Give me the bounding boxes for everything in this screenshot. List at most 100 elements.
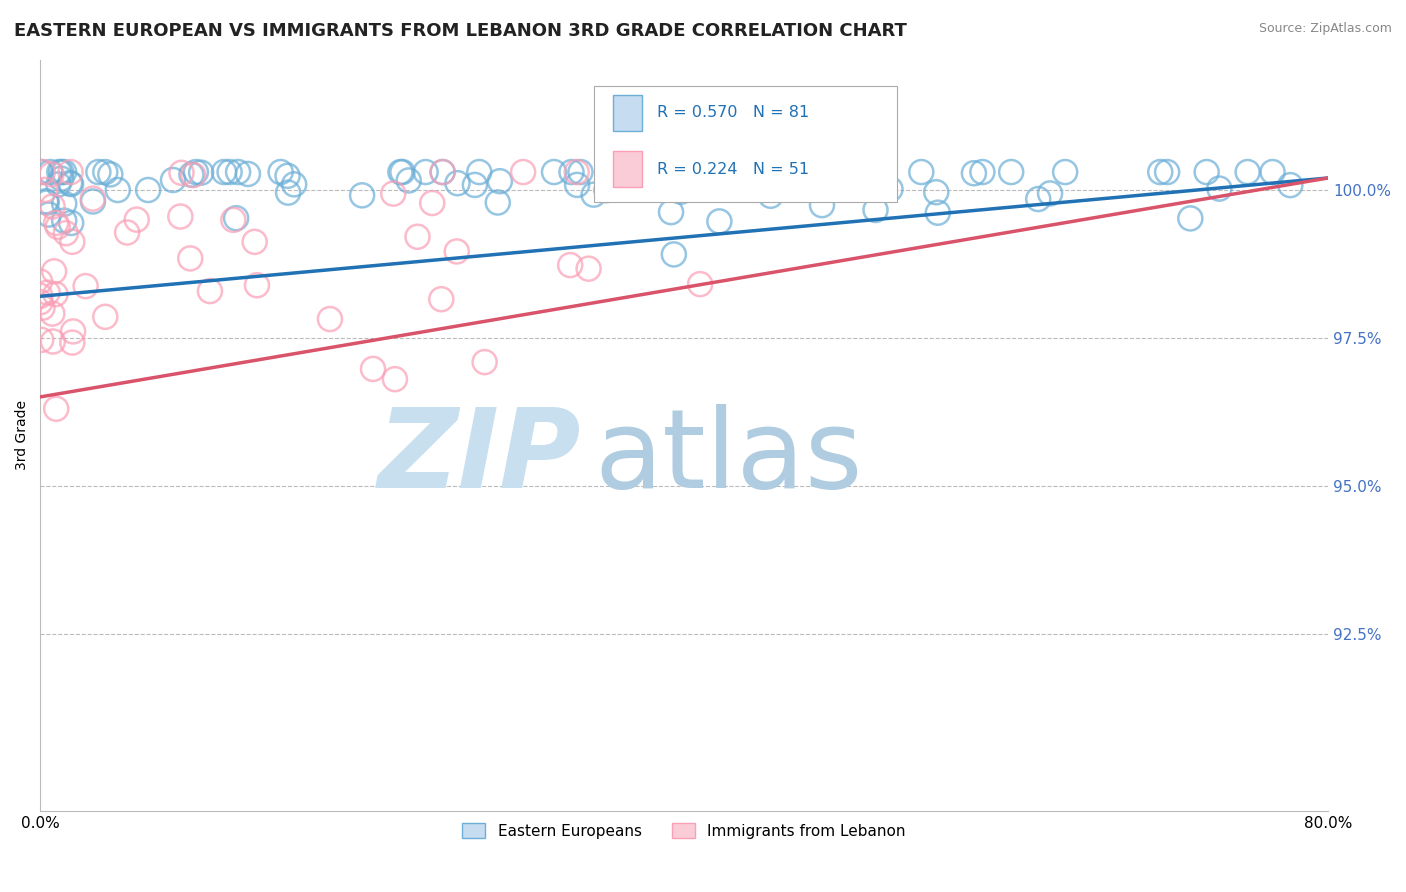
Text: atlas: atlas <box>593 404 862 511</box>
Point <box>243 235 266 249</box>
Point <box>34 183 56 197</box>
Point <box>1195 165 1218 179</box>
Point <box>31 165 53 179</box>
Point <box>136 183 159 197</box>
Point <box>212 165 235 179</box>
Point <box>225 211 247 226</box>
Point <box>35 194 58 209</box>
Point <box>641 171 664 186</box>
Point <box>384 372 406 386</box>
Point <box>60 335 83 350</box>
Point <box>94 165 117 179</box>
Point <box>48 178 70 192</box>
Point <box>169 210 191 224</box>
FancyBboxPatch shape <box>593 86 897 202</box>
Point <box>1039 186 1062 201</box>
Point <box>94 310 117 324</box>
Point <box>801 173 824 187</box>
Point <box>662 247 685 261</box>
Point <box>82 194 104 209</box>
Point <box>352 188 374 202</box>
Point <box>59 176 82 190</box>
Point <box>107 183 129 197</box>
Point <box>689 277 711 292</box>
Point <box>582 187 605 202</box>
Point <box>236 167 259 181</box>
Point <box>46 219 69 234</box>
Text: ZIP: ZIP <box>378 404 581 511</box>
Y-axis label: 3rd Grade: 3rd Grade <box>15 401 30 470</box>
FancyBboxPatch shape <box>613 95 641 131</box>
Point <box>432 165 454 179</box>
Point <box>468 165 491 179</box>
Point <box>270 165 292 179</box>
Point <box>59 165 82 179</box>
Point <box>53 165 76 179</box>
Point <box>30 275 52 289</box>
Point <box>181 168 204 182</box>
Text: R = 0.224   N = 51: R = 0.224 N = 51 <box>657 161 810 177</box>
Point <box>170 166 193 180</box>
Point <box>474 355 496 369</box>
Point <box>198 284 221 298</box>
Point <box>560 258 582 272</box>
Point <box>37 285 59 300</box>
Point <box>391 165 413 179</box>
Point <box>432 165 454 179</box>
Point <box>30 289 52 303</box>
Point <box>595 183 617 197</box>
Point <box>1279 178 1302 193</box>
Point <box>430 292 453 306</box>
Point <box>382 186 405 201</box>
Point <box>283 178 305 192</box>
Point <box>45 216 67 230</box>
Point <box>48 165 70 179</box>
Text: Source: ZipAtlas.com: Source: ZipAtlas.com <box>1258 22 1392 36</box>
Point <box>669 185 692 199</box>
Legend: Eastern Europeans, Immigrants from Lebanon: Eastern Europeans, Immigrants from Leban… <box>457 817 912 845</box>
Point <box>605 165 627 179</box>
Point <box>62 325 84 339</box>
Point <box>486 195 509 210</box>
Point <box>865 202 887 217</box>
Point <box>811 198 834 212</box>
Point <box>30 295 52 310</box>
Point <box>42 334 65 349</box>
Point <box>30 165 52 179</box>
Point <box>446 176 468 190</box>
Point <box>55 226 77 240</box>
Point <box>659 205 682 219</box>
Point <box>1026 192 1049 206</box>
Point <box>179 252 201 266</box>
Point <box>1180 211 1202 226</box>
Point <box>560 165 582 179</box>
Point <box>53 213 76 227</box>
Point <box>60 235 83 249</box>
Point <box>319 312 342 326</box>
Point <box>125 212 148 227</box>
Point <box>963 166 986 180</box>
Point <box>512 165 534 179</box>
Point <box>972 165 994 179</box>
Point <box>218 165 240 179</box>
Point <box>44 287 66 301</box>
Point <box>98 168 121 182</box>
Point <box>180 168 202 182</box>
Point <box>41 167 63 181</box>
Point <box>30 333 52 347</box>
Point <box>1149 165 1171 179</box>
Point <box>35 195 58 210</box>
Point <box>49 165 72 179</box>
Point <box>60 177 83 191</box>
Point <box>361 362 384 376</box>
Point <box>398 173 420 187</box>
Point <box>38 208 60 222</box>
Point <box>1208 181 1230 195</box>
Text: R = 0.570   N = 81: R = 0.570 N = 81 <box>657 105 810 120</box>
Point <box>543 165 565 179</box>
Point <box>53 196 76 211</box>
Point <box>565 165 588 179</box>
Point <box>39 165 62 179</box>
Point <box>82 192 104 206</box>
Point <box>41 199 63 213</box>
